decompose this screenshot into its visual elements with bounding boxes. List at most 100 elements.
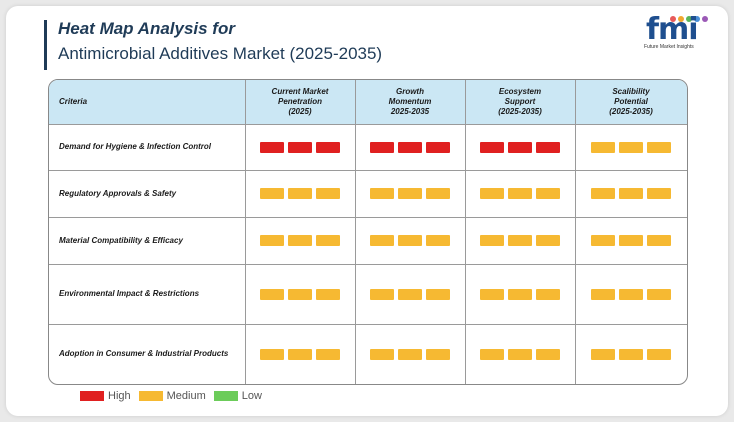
heat-cell: [370, 288, 450, 300]
heat-block: [370, 235, 394, 246]
heat-block: [316, 141, 340, 153]
row-label: Adoption in Consumer & Industrial Produc…: [59, 349, 229, 358]
heat-cell: [260, 288, 340, 300]
heat-block: [480, 348, 504, 360]
heat-block: [370, 141, 394, 153]
grid-row-divider: [49, 124, 687, 125]
heat-cell: [591, 348, 671, 360]
heat-block: [370, 188, 394, 199]
heat-block: [647, 141, 671, 153]
grid-column-divider: [355, 80, 356, 384]
logo-mark: fmi: [646, 12, 699, 47]
heat-block: [619, 141, 643, 153]
heat-cell: [260, 188, 340, 199]
heat-block: [536, 141, 560, 153]
heat-block: [591, 188, 615, 199]
heat-cell: [370, 141, 450, 153]
logo-tagline: Future Market Insights: [644, 44, 694, 50]
heat-block: [260, 348, 284, 360]
logo-dots: [670, 14, 714, 24]
heat-block: [288, 235, 312, 246]
grid-row-divider: [49, 324, 687, 325]
grid-column-divider: [575, 80, 576, 384]
heat-block: [480, 188, 504, 199]
heat-block: [591, 235, 615, 246]
heat-block: [288, 288, 312, 300]
heat-block: [316, 235, 340, 246]
heat-block: [426, 188, 450, 199]
grid-row-divider: [49, 264, 687, 265]
heat-block: [619, 288, 643, 300]
heat-cell: [260, 235, 340, 246]
heat-cell: [480, 188, 560, 199]
heat-block: [508, 348, 532, 360]
logo-dot: [694, 16, 700, 22]
chart-title: Heat Map Analysis for: [58, 19, 235, 38]
row-label: Material Compatibility & Efficacy: [59, 235, 183, 245]
heat-block: [288, 141, 312, 153]
heat-block: [619, 348, 643, 360]
heat-block: [426, 348, 450, 360]
heat-block: [619, 188, 643, 199]
heat-cell: [260, 141, 340, 153]
heat-cell: [370, 235, 450, 246]
legend-item: High: [80, 390, 131, 402]
heat-block: [591, 288, 615, 300]
heat-block: [508, 235, 532, 246]
heat-block: [398, 235, 422, 246]
logo-dot: [702, 16, 708, 22]
heat-cell: [370, 348, 450, 360]
heat-block: [591, 141, 615, 153]
heat-block: [647, 235, 671, 246]
heat-block: [508, 141, 532, 153]
heat-block: [260, 288, 284, 300]
column-header: Current Market Penetration (2025): [271, 87, 329, 116]
heat-block: [536, 235, 560, 246]
heat-block: [508, 188, 532, 199]
heat-block: [480, 288, 504, 300]
heat-block: [316, 288, 340, 300]
legend-swatch: [138, 391, 163, 401]
heat-block: [536, 188, 560, 199]
heat-block: [288, 348, 312, 360]
grid-column-divider: [245, 80, 246, 384]
heat-block: [426, 141, 450, 153]
logo-dot: [678, 16, 684, 22]
row-label: Environmental Impact & Restrictions: [59, 289, 200, 298]
heat-block: [591, 348, 615, 360]
heat-block: [316, 188, 340, 199]
legend-item: Low: [213, 390, 262, 402]
row-label: Regulatory Approvals & Safety: [59, 188, 177, 198]
heat-cell: [591, 141, 671, 153]
heat-block: [260, 188, 284, 199]
heat-block: [480, 141, 504, 153]
heat-cell: [480, 141, 560, 153]
heat-block: [647, 288, 671, 300]
legend-swatch: [213, 391, 238, 401]
legend-item: Medium: [138, 390, 206, 402]
heat-block: [480, 235, 504, 246]
heatmap-header-row: [49, 80, 687, 124]
logo-dot: [686, 16, 692, 22]
heat-block: [619, 235, 643, 246]
heat-block: [426, 235, 450, 246]
column-header: Ecosystem Support (2025-2035): [498, 87, 542, 116]
heat-cell: [591, 188, 671, 199]
heat-block: [370, 348, 394, 360]
heat-cell: [480, 235, 560, 246]
column-header: Scalibility Potential (2025-2035): [609, 87, 653, 116]
legend-swatch: [80, 391, 104, 401]
legend-label: Low: [241, 390, 262, 402]
grid-row-divider: [49, 217, 687, 218]
heat-cell: [480, 288, 560, 300]
row-label: Demand for Hygiene & Infection Control: [59, 142, 212, 151]
heat-block: [647, 348, 671, 360]
heat-block: [536, 288, 560, 300]
fmi-logo: fmi Future Market Insights: [640, 14, 724, 56]
legend-label: Medium: [166, 390, 206, 402]
logo-dot: [670, 16, 676, 22]
column-header: Growth Momentum 2025-2035: [388, 87, 432, 116]
heat-block: [398, 348, 422, 360]
chart-subtitle: Antimicrobial Additives Market (2025-203…: [58, 44, 383, 63]
heat-block: [647, 188, 671, 199]
